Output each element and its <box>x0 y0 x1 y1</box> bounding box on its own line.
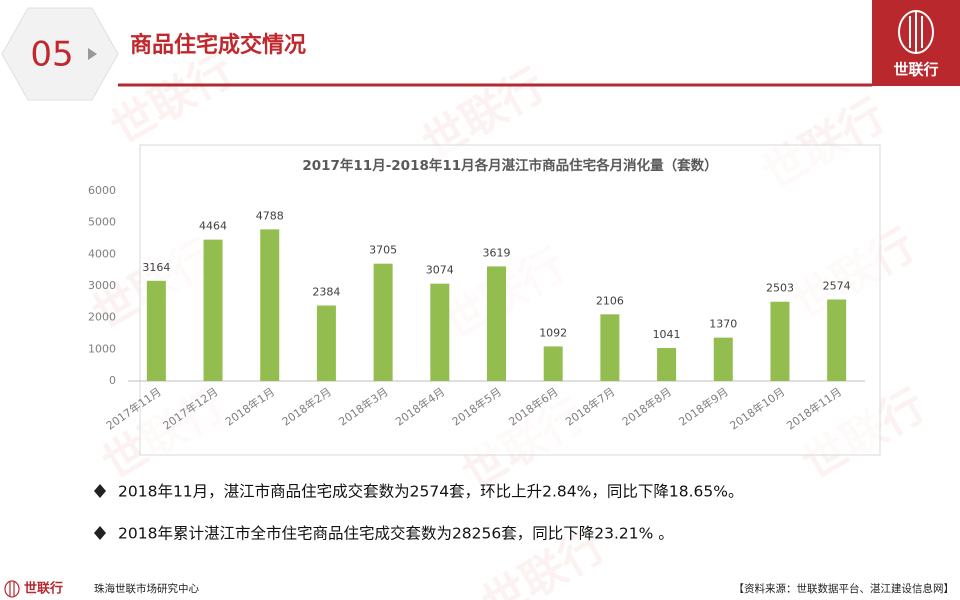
chart-title: 2017年11月-2018年11月各月湛江市商品住宅各月消化量（套数） <box>302 157 717 174</box>
data-label: 1041 <box>653 328 681 341</box>
bullet-marker <box>94 484 106 498</box>
bullet-text: 2018年累计湛江市全市住宅商品住宅成交套数为28256套，同比下降23.21%… <box>118 525 674 543</box>
bullet-marker <box>94 526 106 540</box>
bar <box>487 266 506 381</box>
bar <box>713 337 733 381</box>
bar <box>260 229 280 381</box>
data-label: 3705 <box>369 244 397 257</box>
bar <box>430 283 450 381</box>
data-label: 2574 <box>823 279 851 292</box>
bar <box>657 348 677 381</box>
bar <box>146 280 166 381</box>
data-label: 4464 <box>199 220 227 233</box>
y-tick-label: 4000 <box>88 247 116 260</box>
bar <box>316 305 336 381</box>
bar <box>770 301 790 381</box>
data-label: 3074 <box>426 264 454 277</box>
logo-icon <box>898 10 934 54</box>
y-tick-label: 5000 <box>88 216 116 229</box>
bar <box>373 263 393 381</box>
data-label: 2106 <box>596 294 624 307</box>
data-label: 3619 <box>483 246 511 259</box>
section-number: 05 <box>30 35 73 75</box>
footer-dept: 珠海世联市场研究中心 <box>94 582 199 595</box>
bar <box>543 346 563 381</box>
bar <box>203 239 223 381</box>
data-label: 1092 <box>539 326 567 339</box>
logo-text: 世联行 <box>893 61 938 79</box>
data-label: 2503 <box>766 282 794 295</box>
data-label: 4788 <box>256 209 284 222</box>
number-badge <box>1 7 119 101</box>
y-tick-label: 0 <box>109 374 116 387</box>
bullet-text: 2018年11月，湛江市商品住宅成交套数为2574套，环比上升2.84%，同比下… <box>118 483 743 501</box>
section-title: 商品住宅成交情况 <box>130 32 306 58</box>
footer-logo-icon <box>4 580 20 598</box>
y-tick-label: 6000 <box>88 184 116 197</box>
y-tick-label: 2000 <box>88 311 116 324</box>
footer-company: 世联行 <box>24 581 63 597</box>
footer-source: 【资料来源：世联数据平台、湛江建设信息网】 <box>734 582 955 595</box>
bar <box>827 299 847 381</box>
data-label: 2384 <box>312 286 340 299</box>
data-label: 1370 <box>709 318 737 331</box>
bar <box>600 314 620 381</box>
y-tick-label: 1000 <box>88 342 116 355</box>
y-tick-label: 3000 <box>88 279 116 292</box>
data-label: 3164 <box>142 261 170 274</box>
badge-arrow <box>88 48 97 60</box>
